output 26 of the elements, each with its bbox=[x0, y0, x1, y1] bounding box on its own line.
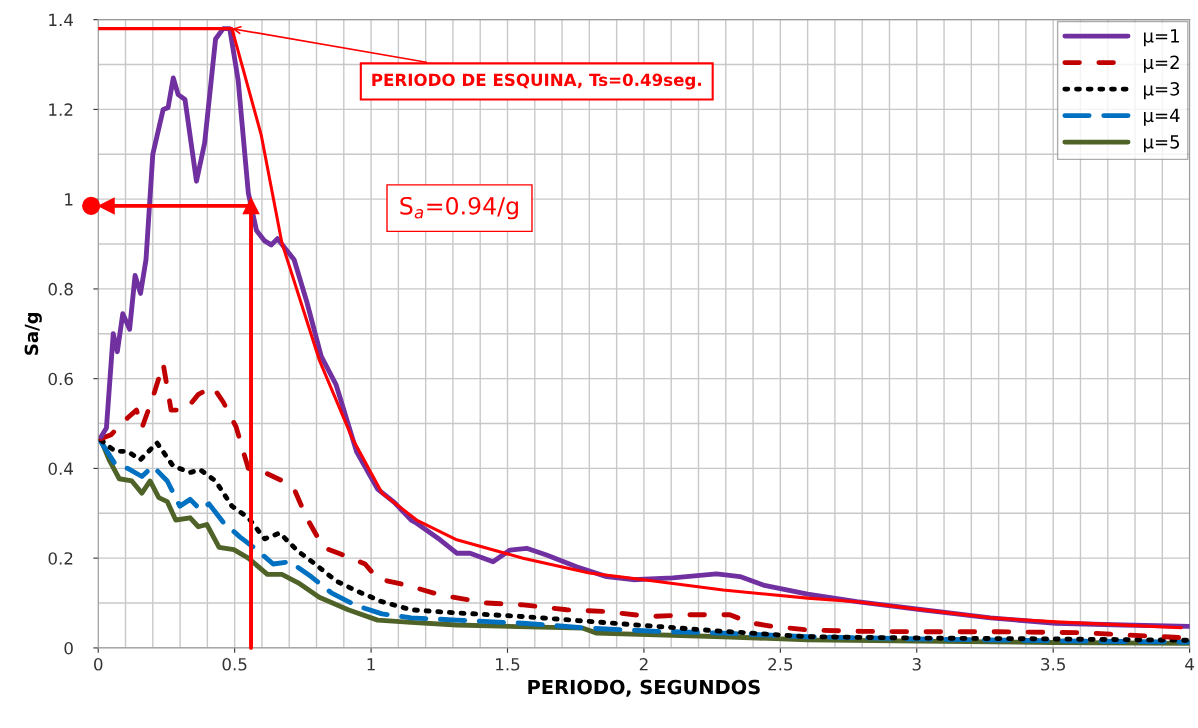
annotation: PERIODO DE ESQUINA, Ts=0.49seg. bbox=[372, 73, 701, 90]
x-tick-label: 2.5 bbox=[768, 657, 793, 671]
y-tick-label: 0.6 bbox=[48, 372, 73, 386]
y-tick-label: 0.8 bbox=[48, 282, 73, 296]
y-tick-label: 0.2 bbox=[48, 552, 73, 565]
annotation: S$_{a}$=0.94/g bbox=[400, 196, 518, 220]
legend-label: μ=1 bbox=[1144, 29, 1179, 47]
legend-label: μ=5 bbox=[1144, 135, 1180, 153]
x-tick-label: 1 bbox=[367, 658, 375, 671]
x-tick-label: 2 bbox=[639, 657, 648, 671]
x-tick-label: 0 bbox=[94, 657, 103, 671]
y-tick-label: 0.4 bbox=[48, 462, 73, 475]
y-tick-label: 1.4 bbox=[49, 13, 73, 26]
x-tick-label: 3.5 bbox=[1041, 657, 1065, 671]
legend-label: μ=4 bbox=[1144, 108, 1180, 126]
x-tick-label: 1.5 bbox=[496, 658, 520, 671]
x-axis-title: PERIODO, SEGUNDOS bbox=[528, 679, 760, 697]
y-axis-title: Sa/g bbox=[24, 312, 42, 355]
legend-label: μ=2 bbox=[1144, 55, 1179, 73]
y-tick-label: 1.2 bbox=[49, 103, 73, 116]
x-tick-label: 3 bbox=[912, 657, 921, 671]
x-tick-label: 4 bbox=[1185, 658, 1194, 671]
y-tick-label: 1 bbox=[65, 193, 73, 206]
x-tick-label: 0.5 bbox=[222, 657, 247, 671]
legend-label: μ=3 bbox=[1144, 82, 1180, 100]
y-tick-label: 0 bbox=[64, 641, 73, 655]
